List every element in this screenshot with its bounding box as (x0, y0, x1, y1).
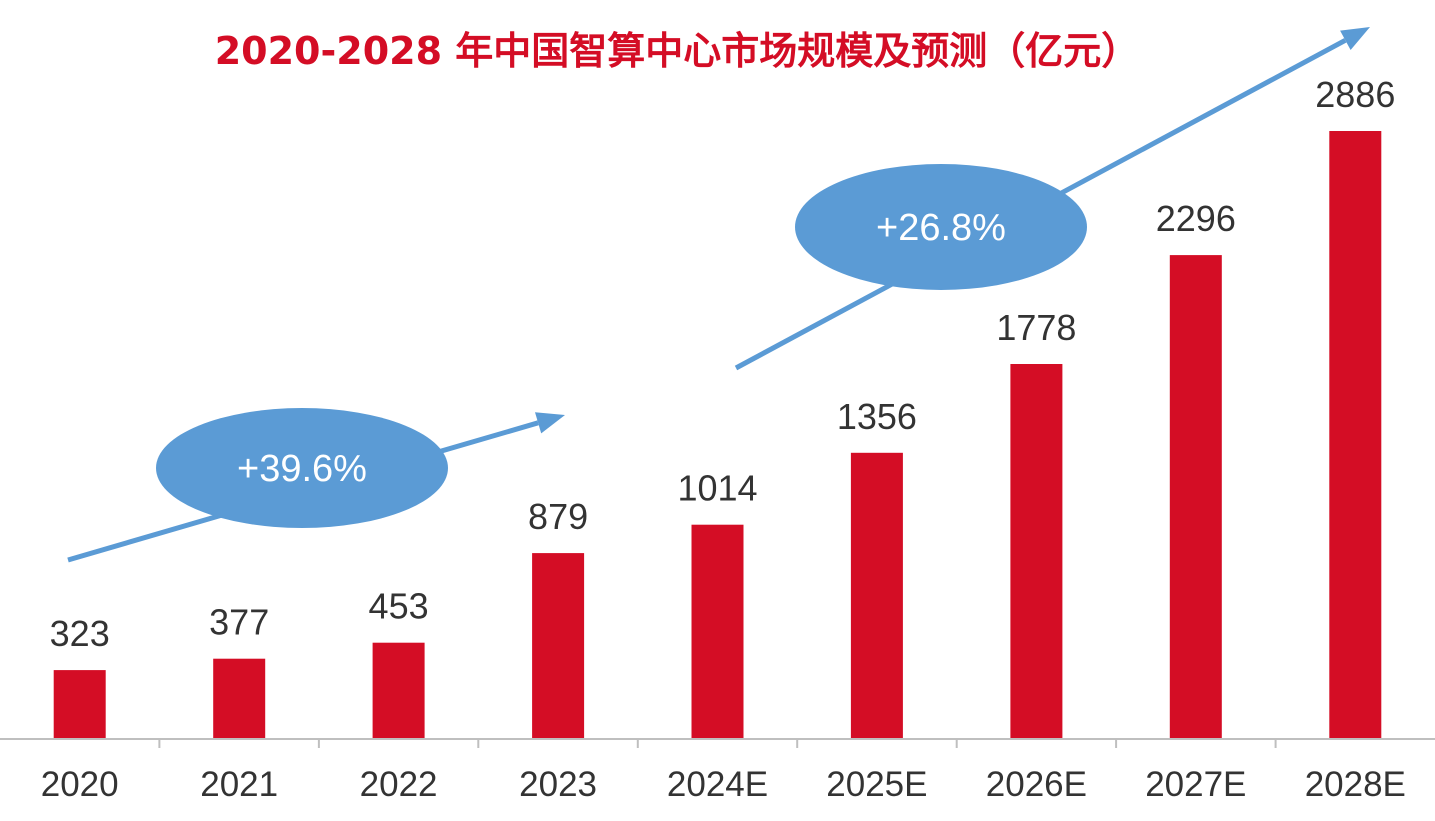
bar-2027E (1169, 255, 1222, 738)
bars (53, 131, 1382, 738)
x-tick-label-2022: 2022 (360, 765, 438, 804)
x-tick-label-2024E: 2024E (667, 765, 768, 804)
growth-ellipse-2 (795, 164, 1087, 290)
value-label-2021: 377 (209, 602, 269, 643)
x-tick-label-2026E: 2026E (986, 765, 1087, 804)
growth-arrow-head-1 (535, 412, 565, 434)
value-label-2024E: 1014 (677, 468, 757, 509)
x-tick-label-2023: 2023 (519, 765, 597, 804)
growth-arrow-head-2 (1340, 27, 1370, 50)
bar-2025E (850, 452, 903, 738)
value-label-2022: 453 (369, 586, 429, 627)
x-tick-label-2020: 2020 (41, 765, 119, 804)
growth-rate-label-1: +39.6% (237, 448, 367, 490)
x-tick-labels: 2020 2021 2022 2023 2024E 2025E 2026E 2027E 2028… (41, 765, 1406, 804)
value-label-2020: 323 (50, 613, 110, 654)
bar-2028E (1329, 131, 1382, 738)
growth-rate-label-2: +26.8% (876, 207, 1006, 249)
growth-annotations: +39.6% +26.8% (156, 164, 1087, 528)
bar-2024E (691, 524, 744, 738)
value-label-2023: 879 (528, 496, 588, 537)
x-tick-label-2027E: 2027E (1145, 765, 1246, 804)
value-label-2026E: 1778 (996, 307, 1076, 348)
bar-2023 (532, 553, 585, 738)
value-label-2027E: 2296 (1156, 198, 1236, 239)
bar-2022 (372, 642, 425, 738)
growth-ellipse-1 (156, 408, 448, 528)
bar-2020 (53, 670, 106, 738)
x-tick-label-2028E: 2028E (1305, 765, 1406, 804)
bar-2026E (1010, 364, 1063, 738)
x-tick-label-2025E: 2025E (826, 765, 927, 804)
bar-2021 (213, 658, 266, 738)
value-label-2028E: 2886 (1315, 74, 1395, 115)
x-tick-label-2021: 2021 (200, 765, 278, 804)
value-label-2025E: 1356 (837, 396, 917, 437)
chart-title: 2020-2028 年中国智算中心市场规模及预测（亿元） (215, 29, 1140, 73)
x-axis (0, 738, 1435, 748)
value-labels: 323 377 453 879 1014 1356 1778 2296 2886 (50, 74, 1396, 654)
